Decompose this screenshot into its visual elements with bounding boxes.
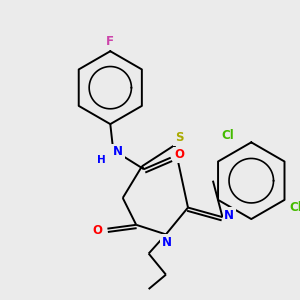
Text: Cl: Cl [290,201,300,214]
Text: N: N [162,236,172,249]
Text: O: O [174,148,184,161]
Text: S: S [175,131,184,144]
Text: N: N [224,209,234,222]
Text: O: O [93,224,103,237]
Text: H: H [97,154,106,165]
Text: F: F [106,35,114,48]
Text: Cl: Cl [221,130,234,142]
Text: N: N [113,146,123,158]
